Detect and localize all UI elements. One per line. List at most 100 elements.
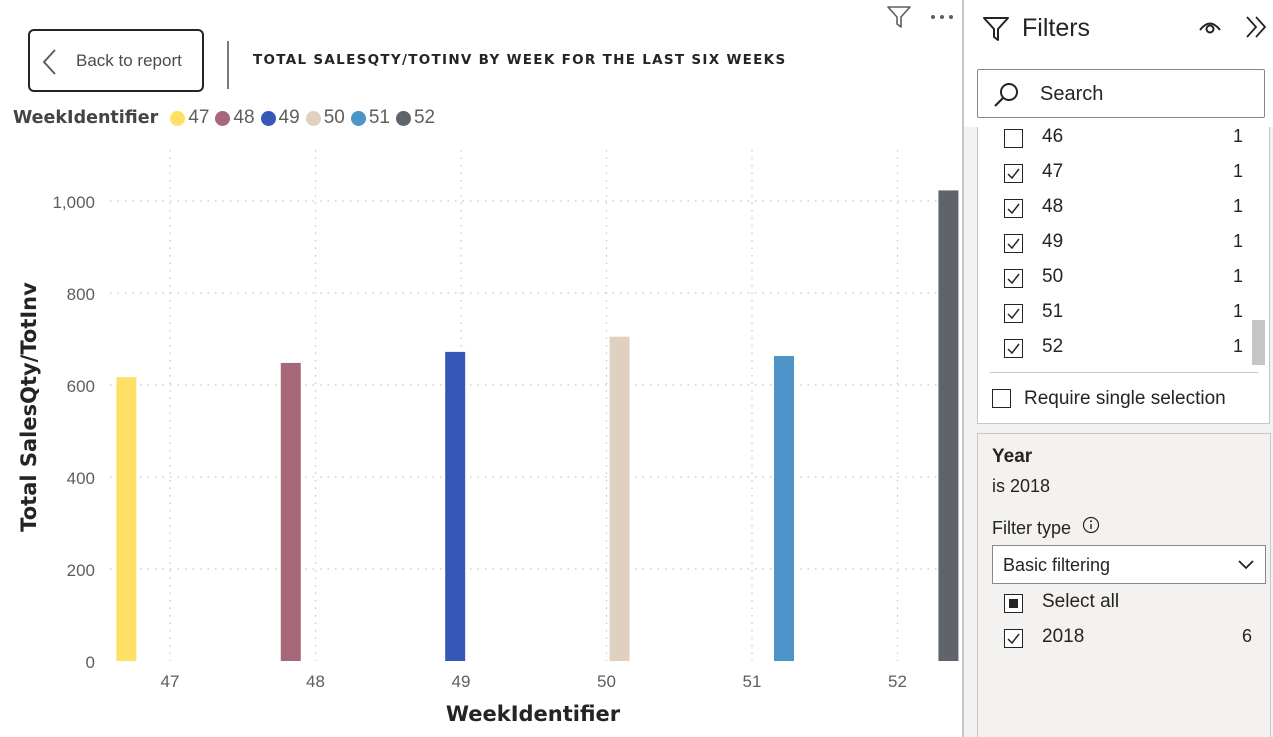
visual-filter-icon[interactable] bbox=[885, 4, 913, 30]
x-tick-label: 52 bbox=[888, 672, 907, 691]
week-filter-item-51[interactable]: 51 1 bbox=[978, 296, 1269, 331]
y-axis: 0 200 400 600 800 1,000 bbox=[52, 193, 95, 672]
week-filter-item-52[interactable]: 52 1 bbox=[978, 331, 1269, 366]
legend-label: 48 bbox=[233, 107, 255, 128]
checkmark-icon bbox=[1007, 273, 1020, 285]
week-item-label: 46 bbox=[1042, 127, 1064, 147]
week-filter-item-50[interactable]: 50 1 bbox=[978, 261, 1269, 296]
week-item-label: 49 bbox=[1042, 231, 1064, 252]
x-axis-title: WeekIdentifier bbox=[446, 702, 621, 726]
filter-funnel-icon bbox=[983, 17, 1009, 41]
legend-item-47[interactable]: 47 bbox=[170, 107, 209, 129]
checkmark-icon bbox=[1007, 168, 1020, 180]
back-to-report-button[interactable]: Back to report bbox=[28, 29, 204, 92]
week-filter-card: 46 1 47 1 48 1 49 1 50 1 51 1 52 1 Require single sel… bbox=[977, 127, 1270, 424]
bar-week-50[interactable] bbox=[609, 336, 630, 661]
week-checkbox[interactable] bbox=[1004, 164, 1023, 183]
legend-label: 50 bbox=[323, 107, 345, 128]
y-tick-label: 400 bbox=[67, 469, 95, 488]
partial-selection-mark bbox=[1009, 599, 1018, 608]
checkmark-icon bbox=[1007, 238, 1020, 250]
x-tick-label: 47 bbox=[161, 672, 180, 691]
week-filter-item-46[interactable]: 46 1 bbox=[978, 127, 1269, 156]
legend-marker bbox=[170, 110, 186, 126]
year-card-title: Year bbox=[992, 446, 1033, 467]
eye-icon[interactable] bbox=[1198, 15, 1222, 39]
bar-week-47[interactable] bbox=[116, 377, 137, 661]
x-tick-label: 51 bbox=[743, 672, 762, 691]
filter-type-dropdown[interactable]: Basic filtering bbox=[992, 545, 1266, 584]
week-item-count: 1 bbox=[1232, 161, 1243, 181]
legend-item-52[interactable]: 52 bbox=[395, 107, 436, 129]
week-checkbox[interactable] bbox=[1004, 199, 1023, 218]
filter-list-scrollbar[interactable] bbox=[1252, 320, 1265, 365]
chart-title: TOTAL SALESQTY/TOTINV BY WEEK FOR THE LA… bbox=[253, 52, 787, 68]
legend-item-51[interactable]: 51 bbox=[350, 107, 390, 129]
year-2018-label: 2018 bbox=[1042, 626, 1085, 647]
legend-item-48[interactable]: 48 bbox=[215, 107, 255, 129]
legend-label: 52 bbox=[413, 107, 436, 128]
legend-label: 51 bbox=[368, 107, 390, 128]
select-all-checkbox[interactable] bbox=[1004, 594, 1023, 613]
week-item-count: 1 bbox=[1232, 301, 1243, 321]
week-item-label: 48 bbox=[1042, 196, 1064, 217]
week-checkbox[interactable] bbox=[1004, 129, 1023, 148]
filters-title: Filters bbox=[1022, 14, 1091, 42]
report-canvas: 0 200 400 600 800 1,000 47 48 49 50 51 52 Total Sa… bbox=[13, 4, 959, 726]
week-checkbox[interactable] bbox=[1004, 339, 1023, 358]
filter-type-label: Filter type bbox=[992, 518, 1072, 538]
legend-marker bbox=[215, 110, 231, 126]
week-item-label: 47 bbox=[1042, 161, 1064, 182]
legend-item-49[interactable]: 49 bbox=[260, 107, 300, 129]
week-checkbox[interactable] bbox=[1004, 304, 1023, 323]
filter-type-value: Basic filtering bbox=[1003, 555, 1111, 575]
pane-divider bbox=[962, 0, 964, 737]
checkmark-icon bbox=[1007, 633, 1020, 645]
week-filter-item-47[interactable]: 47 1 bbox=[978, 156, 1269, 191]
legend-marker bbox=[305, 110, 321, 126]
search-input[interactable] bbox=[1040, 80, 1250, 108]
year-2018-checkbox[interactable] bbox=[1004, 629, 1023, 648]
year-filter-summary: is 2018 bbox=[992, 476, 1051, 496]
bar-week-51[interactable] bbox=[774, 356, 795, 661]
checkmark-icon bbox=[1007, 203, 1020, 215]
legend-marker bbox=[260, 110, 276, 126]
week-item-count: 1 bbox=[1232, 336, 1243, 356]
require-single-selection[interactable]: Require single selection bbox=[992, 386, 1252, 414]
search-box[interactable] bbox=[977, 69, 1265, 118]
week-item-count: 1 bbox=[1232, 127, 1243, 146]
more-options-icon[interactable] bbox=[928, 4, 956, 30]
year-2018-row[interactable]: 2018 6 bbox=[978, 621, 1272, 656]
chart-gridlines bbox=[110, 150, 956, 661]
chevron-down-icon bbox=[1238, 560, 1254, 570]
week-checkbox[interactable] bbox=[1004, 234, 1023, 253]
bar-week-52[interactable] bbox=[938, 190, 959, 662]
week-checkbox[interactable] bbox=[1004, 269, 1023, 288]
legend-item-50[interactable]: 50 bbox=[305, 107, 345, 129]
legend-marker bbox=[350, 110, 366, 126]
year-2018-count: 6 bbox=[1241, 626, 1252, 646]
week-item-count: 1 bbox=[1232, 196, 1243, 216]
filter-card-divider bbox=[990, 372, 1258, 373]
y-axis-title: Total SalesQty/TotInv bbox=[17, 282, 41, 532]
legend-label: 47 bbox=[188, 107, 210, 128]
legend-label: 49 bbox=[278, 107, 300, 128]
y-tick-label: 600 bbox=[67, 377, 95, 396]
chart-bars bbox=[116, 190, 959, 662]
bar-week-48[interactable] bbox=[280, 362, 301, 661]
title-divider bbox=[227, 41, 229, 89]
require-single-checkbox[interactable] bbox=[992, 389, 1011, 408]
x-tick-label: 48 bbox=[306, 672, 325, 691]
week-filter-item-49[interactable]: 49 1 bbox=[978, 226, 1269, 261]
info-icon[interactable] bbox=[1082, 516, 1100, 534]
legend-marker bbox=[395, 110, 411, 126]
collapse-pane-icon[interactable] bbox=[1244, 14, 1268, 40]
back-button-label: Back to report bbox=[76, 51, 182, 70]
select-all-row[interactable]: Select all bbox=[978, 586, 1272, 621]
bar-week-49[interactable] bbox=[445, 351, 466, 661]
week-filter-item-48[interactable]: 48 1 bbox=[978, 191, 1269, 226]
filters-header: Filters bbox=[964, 0, 1273, 127]
y-tick-label: 200 bbox=[67, 561, 95, 580]
week-item-label: 51 bbox=[1042, 301, 1064, 322]
y-tick-label: 800 bbox=[67, 285, 95, 304]
